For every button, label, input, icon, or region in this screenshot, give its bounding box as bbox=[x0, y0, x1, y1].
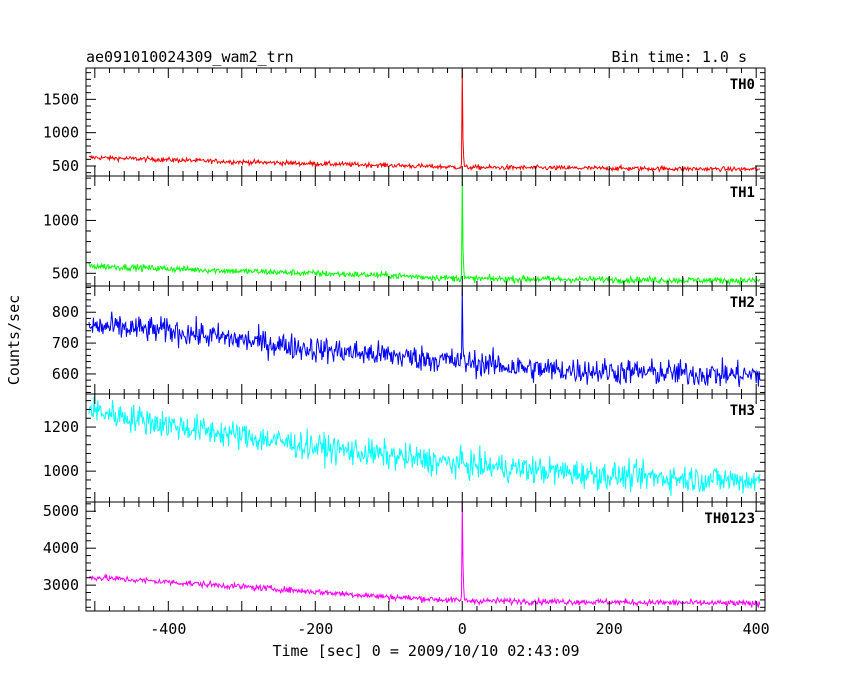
ytick-label: 5000 bbox=[43, 502, 79, 520]
panel-frame-th0 bbox=[85, 67, 766, 177]
x-axis-label: Time [sec] 0 = 2009/10/10 02:43:09 bbox=[272, 642, 579, 660]
ytick-label: 800 bbox=[52, 303, 79, 321]
chart-title: ae091010024309_wam2_trn bbox=[86, 48, 294, 66]
ytick-label: 1000 bbox=[43, 124, 79, 142]
y-axis-label: Counts/sec bbox=[5, 295, 23, 385]
series-th0 bbox=[88, 67, 761, 173]
panel-frame-th0123 bbox=[85, 501, 766, 612]
ytick-label: 600 bbox=[52, 365, 79, 383]
panel-label-th3: TH3 bbox=[730, 403, 755, 419]
bin-time-label: Bin time: 1.0 s bbox=[612, 48, 747, 66]
series-th0123 bbox=[88, 501, 761, 609]
ytick-label: 500 bbox=[52, 264, 79, 282]
ytick-label: 1000 bbox=[43, 211, 79, 229]
panel-label-th0: TH0 bbox=[730, 77, 755, 93]
xtick-label: 200 bbox=[596, 620, 623, 638]
series-th3 bbox=[88, 396, 761, 497]
xtick-label: -400 bbox=[150, 620, 186, 638]
ytick-label: 1500 bbox=[43, 90, 79, 108]
panel-label-th0123: TH0123 bbox=[704, 511, 755, 527]
ytick-label: 700 bbox=[52, 334, 79, 352]
ytick-label: 1200 bbox=[43, 418, 79, 436]
series-th2 bbox=[88, 287, 761, 388]
xtick-label: 0 bbox=[458, 620, 467, 638]
panel-label-th1: TH1 bbox=[730, 185, 755, 201]
panel-label-th2: TH2 bbox=[730, 295, 755, 311]
panel-frame-th2 bbox=[85, 285, 766, 395]
ytick-label: 1000 bbox=[43, 462, 79, 480]
ytick-label: 3000 bbox=[43, 576, 79, 594]
series-th1 bbox=[88, 175, 761, 287]
ytick-label: 4000 bbox=[43, 539, 79, 557]
xtick-label: -200 bbox=[297, 620, 333, 638]
ytick-label: 500 bbox=[52, 157, 79, 175]
xtick-label: 400 bbox=[743, 620, 770, 638]
